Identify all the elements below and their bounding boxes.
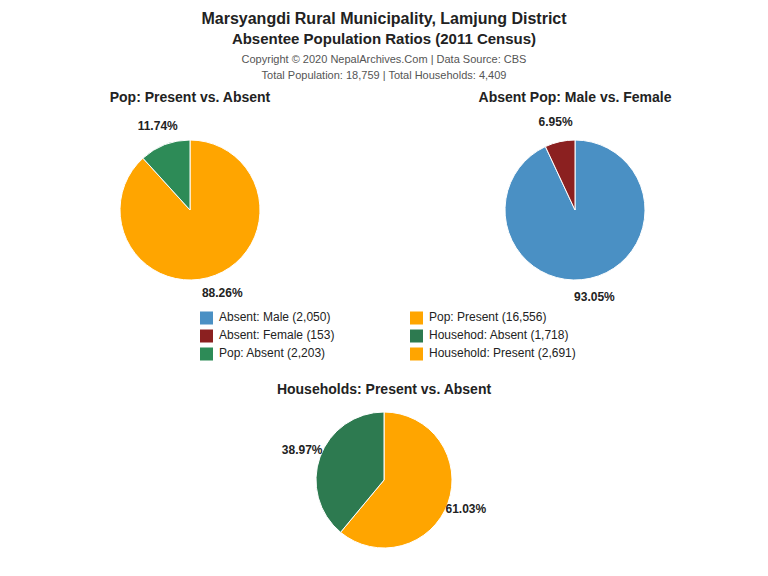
legend-label: Househod: Absent (1,718): [429, 328, 568, 342]
chart-title: Marsyangdi Rural Municipality, Lamjung D…: [201, 10, 567, 27]
data-label: 88.26%: [202, 286, 243, 300]
legend: Absent: Male (2,050) Absent: Female (153)…: [200, 310, 576, 360]
legend-swatch: [410, 348, 423, 361]
pie-title: Households: Present vs. Absent: [277, 381, 492, 397]
pie-title: Pop: Present vs. Absent: [110, 89, 271, 105]
pie-title: Absent Pop: Male vs. Female: [479, 89, 672, 105]
data-label: 38.97%: [282, 443, 323, 457]
pie: 88.26% 11.74% Pop: Present vs. Absent: [110, 89, 271, 300]
data-label: 93.05%: [574, 290, 615, 304]
chart: Marsyangdi Rural Municipality, Lamjung D…: [0, 0, 768, 576]
legend-label: Absent: Male (2,050): [219, 310, 330, 324]
legend-label: Household: Present (2,691): [429, 346, 576, 360]
legend-label: Pop: Absent (2,203): [219, 346, 325, 360]
pie-slice: [316, 412, 384, 532]
legend-swatch: [200, 312, 213, 325]
data-label: 6.95%: [539, 115, 573, 129]
data-label: 61.03%: [446, 502, 487, 516]
pie-slice: [120, 140, 260, 280]
legend-swatch: [410, 312, 423, 325]
pie: 93.05% 6.95% Absent Pop: Male vs. Female: [479, 89, 672, 304]
annotation: Total Population: 18,759 | Total Househo…: [262, 69, 507, 81]
pie-slice: [505, 140, 645, 280]
pie: 61.03% 38.97% Households: Present vs. Abse…: [277, 381, 492, 548]
pie-slice: [143, 140, 190, 210]
legend-swatch: [200, 330, 213, 343]
pie-slice: [545, 140, 575, 210]
background: [0, 0, 768, 576]
legend-label: Pop: Present (16,556): [429, 310, 546, 324]
chart-subtitle: Absentee Population Ratios (2011 Census): [232, 30, 536, 47]
annotation: Copyright © 2020 NepalArchives.Com | Dat…: [242, 53, 527, 65]
legend-swatch: [410, 330, 423, 343]
legend-label: Absent: Female (153): [219, 328, 334, 342]
legend-swatch: [200, 348, 213, 361]
data-label: 11.74%: [138, 119, 178, 133]
